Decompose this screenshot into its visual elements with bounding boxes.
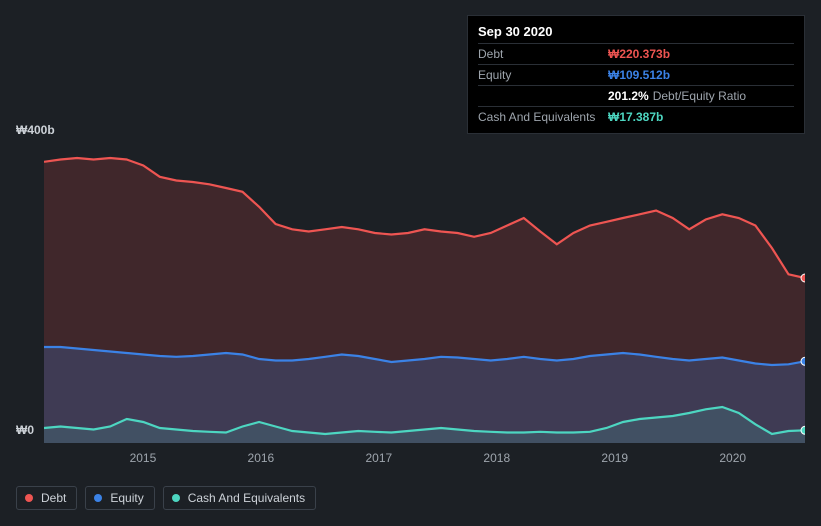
tooltip-label: [478, 88, 608, 104]
tooltip-date: Sep 30 2020: [478, 22, 794, 43]
debt-endpoint-marker: [801, 274, 805, 282]
x-label: 2020: [719, 451, 746, 465]
tooltip-value: 201.2% Debt/Equity Ratio: [608, 88, 746, 104]
tooltip-label: Debt: [478, 46, 608, 62]
chart-tooltip: Sep 30 2020 Debt ₩220.373b Equity ₩109.5…: [467, 15, 805, 134]
x-label: 2018: [483, 451, 510, 465]
x-label: 2016: [248, 451, 275, 465]
tooltip-row-ratio: 201.2% Debt/Equity Ratio: [478, 85, 794, 106]
tooltip-label: Cash And Equivalents: [478, 109, 608, 125]
legend-dot-icon: [172, 494, 180, 502]
x-axis-labels: 2015 2016 2017 2018 2019 2020: [44, 451, 805, 467]
legend-item-equity[interactable]: Equity: [85, 486, 154, 510]
y-axis-max-label: ₩400b: [16, 123, 55, 137]
x-label: 2017: [365, 451, 392, 465]
y-axis-min-label: ₩0: [16, 423, 34, 437]
tooltip-label: Equity: [478, 67, 608, 83]
cash-endpoint-marker: [801, 426, 805, 434]
tooltip-value: ₩17.387b: [608, 109, 663, 125]
x-label: 2019: [601, 451, 628, 465]
legend-label: Cash And Equivalents: [188, 491, 305, 505]
tooltip-value: ₩220.373b: [608, 46, 670, 62]
legend-dot-icon: [94, 494, 102, 502]
legend-item-cash[interactable]: Cash And Equivalents: [163, 486, 316, 510]
legend-item-debt[interactable]: Debt: [16, 486, 77, 510]
tooltip-row-debt: Debt ₩220.373b: [478, 43, 794, 64]
plot-area[interactable]: [44, 143, 805, 443]
tooltip-row-cash: Cash And Equivalents ₩17.387b: [478, 106, 794, 127]
chart-legend: Debt Equity Cash And Equivalents: [16, 486, 316, 510]
ratio-suffix: Debt/Equity Ratio: [653, 89, 746, 103]
x-label: 2015: [130, 451, 157, 465]
tooltip-value: ₩109.512b: [608, 67, 670, 83]
chart-svg: [44, 143, 805, 443]
ratio-value: 201.2%: [608, 89, 649, 103]
financial-chart: Sep 30 2020 Debt ₩220.373b Equity ₩109.5…: [16, 15, 805, 510]
legend-label: Debt: [41, 491, 66, 505]
legend-label: Equity: [110, 491, 143, 505]
tooltip-row-equity: Equity ₩109.512b: [478, 64, 794, 85]
legend-dot-icon: [25, 494, 33, 502]
equity-endpoint-marker: [801, 357, 805, 365]
